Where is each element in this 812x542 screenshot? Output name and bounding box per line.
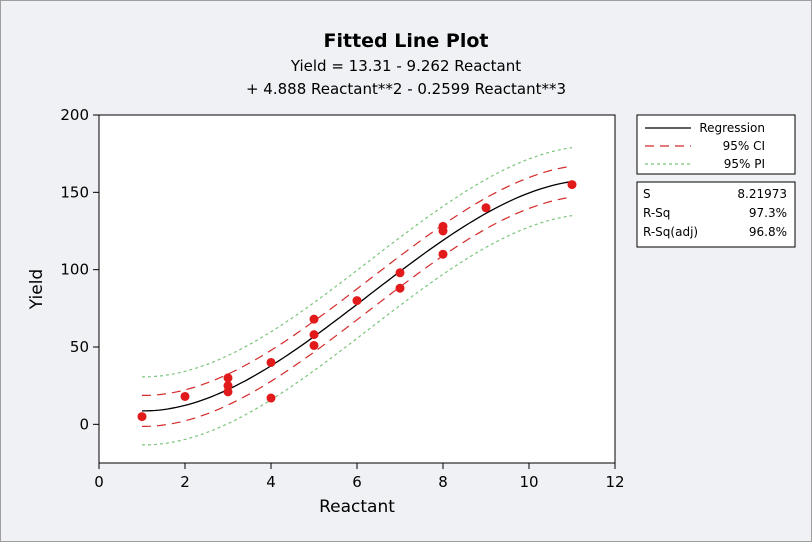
data-point (223, 387, 233, 397)
data-point (395, 268, 405, 278)
data-point (223, 381, 233, 391)
x-tick-label: 4 (266, 473, 276, 491)
data-points (137, 180, 577, 422)
y-axis-label: Yield (27, 269, 47, 310)
stat-value: 8.21973 (737, 187, 787, 201)
data-point (223, 373, 233, 383)
data-point (137, 412, 147, 422)
x-tick-label: 2 (180, 473, 190, 491)
stat-label: R-Sq (643, 206, 670, 220)
chart-subtitle-line-2: + 4.888 Reactant**2 - 0.2599 Reactant**3 (246, 80, 566, 98)
x-axis: 0 2 4 6 8 10 12 (94, 463, 625, 491)
stat-label: R-Sq(adj) (643, 225, 698, 239)
data-point (309, 340, 319, 350)
legend-label: Regression (699, 121, 765, 135)
data-point (395, 283, 405, 293)
data-point (352, 296, 362, 306)
chart-title: Fitted Line Plot (324, 30, 489, 52)
confidence-interval-line (142, 196, 573, 427)
prediction-interval-line (142, 215, 573, 446)
stats-box (636, 181, 796, 248)
data-point (266, 393, 276, 403)
y-axis: 0 50 100 150 200 (60, 106, 99, 433)
x-tick-label: 12 (605, 473, 624, 491)
x-tick-label: 8 (438, 473, 448, 491)
prediction-interval-line (142, 147, 573, 378)
data-point (266, 357, 276, 367)
y-tick-label: 150 (60, 183, 89, 201)
data-point (438, 249, 448, 259)
stat-label: S (643, 187, 651, 201)
y-tick-label: 0 (79, 415, 89, 433)
legend-label: 95% CI (723, 139, 765, 153)
data-point (481, 203, 491, 213)
legend-label: 95% PI (724, 157, 765, 171)
x-tick-label: 6 (352, 473, 362, 491)
y-tick-label: 50 (70, 338, 89, 356)
legend: Regression 95% CI 95% PI (645, 121, 765, 171)
y-tick-label: 100 (60, 261, 89, 279)
x-tick-label: 10 (519, 473, 538, 491)
stat-value: 96.8% (749, 225, 787, 239)
data-point (309, 314, 319, 324)
data-point (567, 180, 577, 190)
data-point (180, 391, 190, 401)
chart-subtitle-line-1: Yield = 13.31 - 9.262 Reactant (290, 57, 521, 75)
stat-value: 97.3% (749, 206, 787, 220)
x-axis-label: Reactant (319, 497, 395, 517)
data-point (309, 330, 319, 340)
confidence-bands (142, 147, 573, 446)
data-point (438, 221, 448, 231)
y-tick-label: 200 (60, 106, 89, 124)
confidence-interval-line (142, 165, 573, 396)
stats-table: S 8.21973 R-Sq 97.3% R-Sq(adj) 96.8% (643, 187, 787, 239)
x-tick-label: 0 (94, 473, 104, 491)
